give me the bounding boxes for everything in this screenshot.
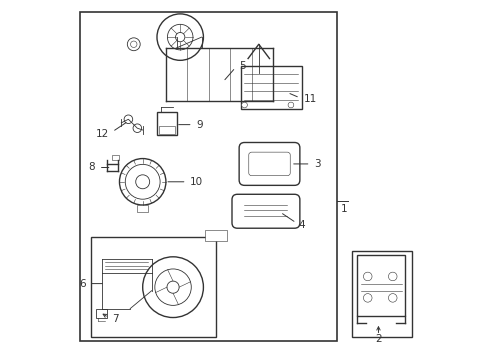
Circle shape [287, 102, 293, 108]
Bar [241, 66, 301, 109]
Bar [112, 155, 119, 160]
Text: 4: 4 [298, 220, 305, 230]
Circle shape [175, 32, 184, 42]
Text: 11: 11 [303, 94, 316, 104]
Circle shape [133, 124, 142, 132]
FancyBboxPatch shape [248, 152, 290, 176]
Circle shape [363, 272, 371, 281]
Circle shape [124, 115, 132, 123]
Text: 8: 8 [88, 162, 95, 172]
FancyBboxPatch shape [231, 194, 299, 228]
Text: 10: 10 [190, 177, 203, 187]
Text: 1: 1 [341, 203, 347, 213]
Circle shape [166, 281, 179, 293]
Circle shape [167, 24, 193, 50]
Circle shape [136, 175, 149, 189]
Circle shape [387, 294, 396, 302]
Text: 3: 3 [313, 159, 320, 169]
Text: 9: 9 [196, 120, 203, 130]
Text: 5: 5 [239, 62, 245, 71]
Bar [159, 126, 175, 134]
Circle shape [387, 272, 396, 281]
Circle shape [142, 257, 203, 318]
Circle shape [125, 165, 160, 199]
Bar [205, 230, 226, 241]
Bar [80, 12, 337, 341]
Text: 6: 6 [79, 279, 85, 289]
Bar [137, 205, 148, 212]
Circle shape [363, 294, 371, 302]
Bar [351, 251, 411, 337]
Bar [356, 255, 405, 316]
Circle shape [157, 14, 203, 60]
FancyBboxPatch shape [239, 143, 299, 185]
Text: 2: 2 [374, 334, 381, 344]
Circle shape [130, 41, 137, 48]
Bar [91, 237, 216, 337]
Bar [157, 112, 176, 135]
Circle shape [155, 269, 191, 305]
Bar [96, 309, 107, 318]
Text: 12: 12 [95, 129, 108, 139]
Circle shape [119, 158, 165, 205]
Text: 7: 7 [111, 314, 118, 324]
Circle shape [241, 102, 247, 108]
Circle shape [127, 38, 140, 51]
